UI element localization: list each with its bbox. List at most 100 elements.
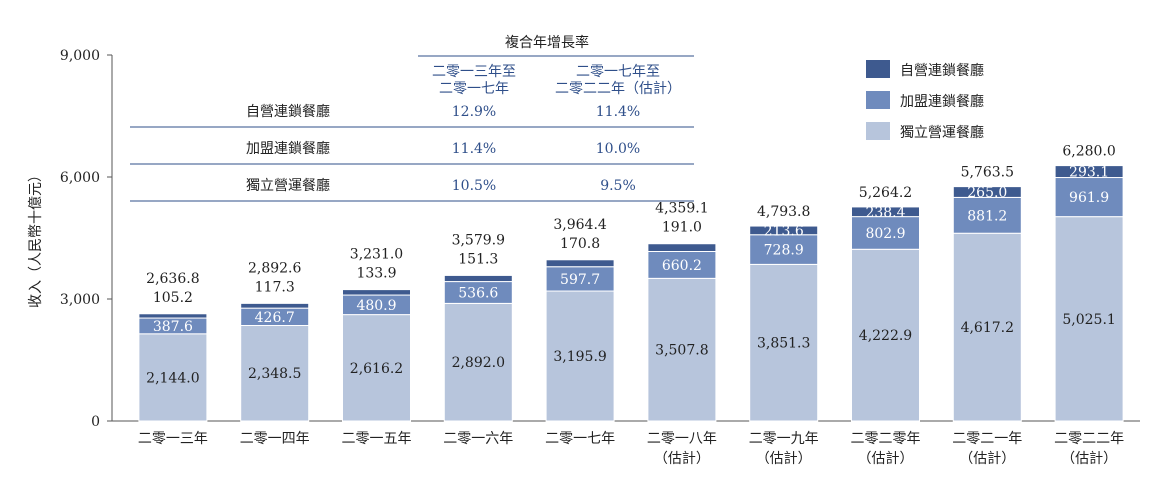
x-tick-label: 二零一四年: [240, 431, 310, 447]
cagr-value: 11.4%: [596, 104, 640, 120]
bar-segment: [851, 248, 920, 422]
bar-segment: [138, 333, 208, 422]
data-label: 480.9: [356, 298, 396, 314]
y-tick-label: 3,000: [60, 292, 100, 308]
data-label: 170.8: [560, 236, 600, 252]
x-tick-label: （估計）: [1061, 451, 1117, 467]
data-label: 151.3: [458, 251, 498, 267]
data-label: 961.9: [1069, 190, 1109, 206]
data-label: 2,892.0: [452, 355, 505, 371]
bar-segment: [647, 243, 717, 253]
data-label: 881.2: [967, 208, 1007, 224]
data-label: 3,507.8: [655, 343, 708, 359]
x-tick-label: 二零二一年: [952, 431, 1022, 447]
y-tick-label: 9,000: [60, 48, 100, 64]
bar-segment: [443, 302, 513, 422]
x-tick-label: （估計）: [756, 451, 812, 467]
bar-segment: [138, 313, 208, 319]
total-label: 4,793.8: [757, 204, 810, 220]
x-tick-label: 二零一七年: [545, 431, 615, 447]
data-label: 802.9: [865, 226, 905, 242]
y-axis-label: 收入（人民幣十億元）: [28, 168, 44, 308]
bar-group: 2,892.0 536.6 151.3 3,579.9 二零一六年: [443, 232, 513, 447]
total-label: 4,359.1: [655, 201, 708, 217]
data-label: 238.4: [865, 205, 905, 221]
data-label: 117.3: [255, 279, 295, 295]
x-tick-label: （估計）: [858, 451, 914, 467]
bar-segment: [1054, 165, 1124, 179]
legend-label: 加盟連鎖餐廳: [900, 93, 984, 110]
total-label: 5,264.2: [859, 185, 912, 201]
data-label: 265.0: [967, 185, 1007, 201]
data-label: 191.0: [662, 220, 702, 236]
cagr-col-header: 二零二二年（估計）: [555, 81, 681, 97]
bar-group: 5,025.1 961.9 293.1 6,280.0 二零二二年 （估計）: [1054, 144, 1124, 467]
data-label: 3,195.9: [553, 349, 606, 365]
bar-segment: [749, 234, 819, 265]
legend-label: 獨立營運餐廳: [900, 124, 984, 141]
cagr-col-header: 二零一七年: [439, 81, 509, 97]
cagr-col-header: 二零一七年至: [576, 64, 660, 80]
legend-swatch: [866, 122, 890, 140]
data-label: 2,348.5: [248, 366, 301, 382]
x-tick-label: 二零一六年: [443, 431, 513, 447]
legend-swatch: [866, 91, 890, 109]
data-label: 3,851.3: [757, 336, 810, 352]
bar-segment: [1054, 177, 1124, 218]
total-label: 2,892.6: [248, 260, 302, 276]
total-label: 6,280.0: [1062, 144, 1115, 160]
total-label: 3,579.9: [452, 232, 505, 248]
data-label: 728.9: [764, 243, 804, 259]
data-label: 660.2: [662, 258, 702, 274]
x-tick-label: （估計）: [959, 451, 1015, 467]
cagr-row-label: 獨立營運餐廳: [246, 177, 330, 194]
total-label: 3,964.4: [553, 217, 607, 233]
legend-label: 自營連鎖餐廳: [900, 62, 984, 79]
cagr-value: 10.0%: [596, 141, 640, 157]
data-label: 4,617.2: [961, 320, 1014, 336]
bar-group: 4,222.9 802.9 238.4 5,264.2 二零二零年 （估計）: [851, 185, 921, 467]
cagr-title: 複合年增長率: [505, 34, 589, 51]
y-tick-label: 0: [91, 414, 100, 430]
bar-group: 3,507.8 660.2 191.0 4,359.1 二零一八年 （估計）: [647, 201, 717, 467]
data-label: 5,025.1: [1062, 312, 1115, 328]
cagr-value: 11.4%: [452, 141, 496, 157]
bar-segment: [647, 251, 717, 279]
legend-swatch: [866, 60, 890, 78]
bar-segment: [240, 324, 310, 422]
bar-group: 2,144.0 387.6 105.2 2,636.8 二零一三年: [138, 271, 208, 447]
y-tick-label: 6,000: [60, 170, 100, 186]
total-label: 2,636.8: [146, 271, 199, 287]
x-tick-label: 二零一八年: [647, 431, 717, 447]
bar-segment: [851, 206, 920, 218]
bar-segment: [749, 225, 819, 236]
cagr-value: 10.5%: [452, 178, 496, 194]
data-label: 2,144.0: [146, 370, 199, 386]
bar-segment: [240, 302, 310, 309]
bar-segment: [342, 314, 411, 422]
cagr-value: 12.9%: [452, 104, 496, 120]
total-label: 5,763.5: [961, 165, 1014, 181]
total-label: 3,231.0: [350, 247, 403, 263]
bar-group: 2,616.2 480.9 133.9 3,231.0 二零一五年: [342, 247, 412, 447]
x-tick-label: 二零二二年: [1054, 431, 1124, 447]
bar-segment: [952, 186, 1022, 198]
data-label: 133.9: [356, 266, 396, 282]
cagr-value: 9.5%: [600, 178, 636, 194]
bars: 2,144.0 387.6 105.2 2,636.8 二零一三年 2,348.5 426.…: [138, 144, 1124, 467]
bar-group: 4,617.2 881.2 265.0 5,763.5 二零二一年 （估計）: [952, 165, 1022, 467]
x-tick-label: 二零一五年: [342, 431, 412, 447]
bar-segment: [851, 216, 920, 250]
data-label: 387.6: [153, 319, 193, 335]
x-tick-label: （估計）: [654, 451, 710, 467]
bar-segment: [443, 274, 513, 283]
bar-segment: [342, 289, 411, 296]
data-label: 597.7: [560, 272, 600, 288]
x-tick-label: 二零一九年: [749, 431, 819, 447]
bar-segment: [952, 196, 1022, 234]
bar-segment: [647, 277, 717, 422]
cagr-row-label: 自營連鎖餐廳: [246, 103, 330, 120]
bar-segment: [545, 259, 615, 268]
